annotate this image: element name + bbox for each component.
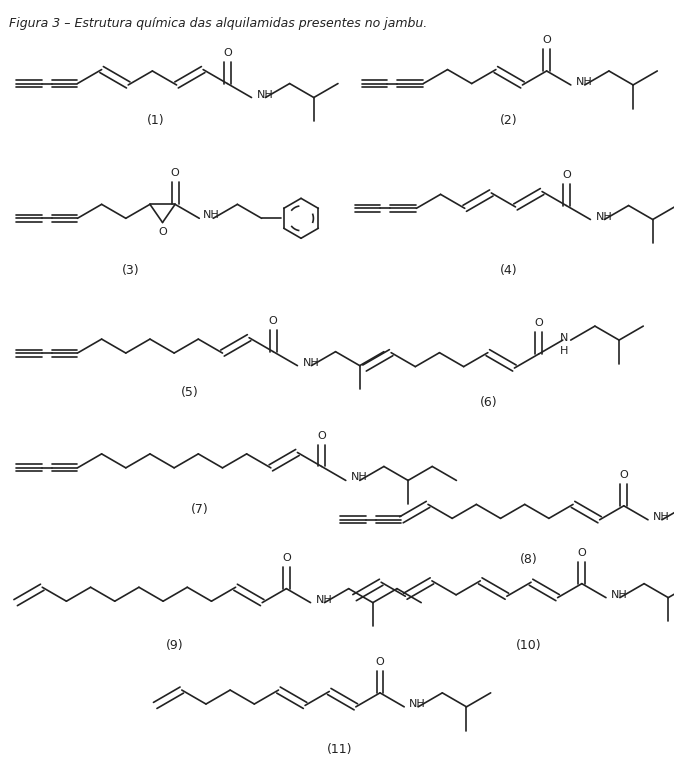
Text: (6): (6) — [481, 397, 498, 409]
Text: O: O — [375, 657, 384, 667]
Text: NH: NH — [351, 472, 367, 482]
Text: H: H — [560, 346, 568, 356]
Text: O: O — [171, 168, 180, 178]
Text: NH: NH — [611, 590, 628, 600]
Text: NH: NH — [409, 699, 426, 709]
Text: NH: NH — [595, 212, 612, 222]
Text: (7): (7) — [191, 503, 209, 517]
Text: NH: NH — [315, 594, 332, 605]
Text: O: O — [562, 170, 570, 180]
Text: (3): (3) — [122, 264, 139, 277]
Text: O: O — [282, 552, 291, 562]
Text: O: O — [269, 316, 277, 326]
Text: O: O — [542, 35, 551, 45]
Text: O: O — [158, 227, 167, 237]
Text: O: O — [577, 548, 586, 558]
Text: NH: NH — [302, 358, 319, 368]
Text: N: N — [560, 333, 568, 343]
Text: (4): (4) — [500, 264, 518, 277]
Text: O: O — [620, 470, 628, 480]
Text: O: O — [223, 47, 232, 58]
Text: O: O — [317, 430, 326, 440]
Text: (10): (10) — [516, 639, 542, 652]
Text: NH: NH — [653, 512, 670, 522]
Text: (2): (2) — [500, 114, 518, 127]
Text: (5): (5) — [181, 387, 199, 399]
Text: (8): (8) — [520, 553, 538, 566]
Text: NH: NH — [203, 210, 220, 220]
Text: NH: NH — [576, 77, 593, 87]
Text: O: O — [534, 318, 543, 328]
Text: (1): (1) — [146, 114, 164, 127]
Text: Figura 3 – Estrutura química das alquilamidas presentes no jambu.: Figura 3 – Estrutura química das alquila… — [9, 16, 427, 30]
Text: (9): (9) — [166, 639, 184, 652]
Text: (11): (11) — [327, 743, 352, 756]
Text: NH: NH — [256, 89, 273, 100]
